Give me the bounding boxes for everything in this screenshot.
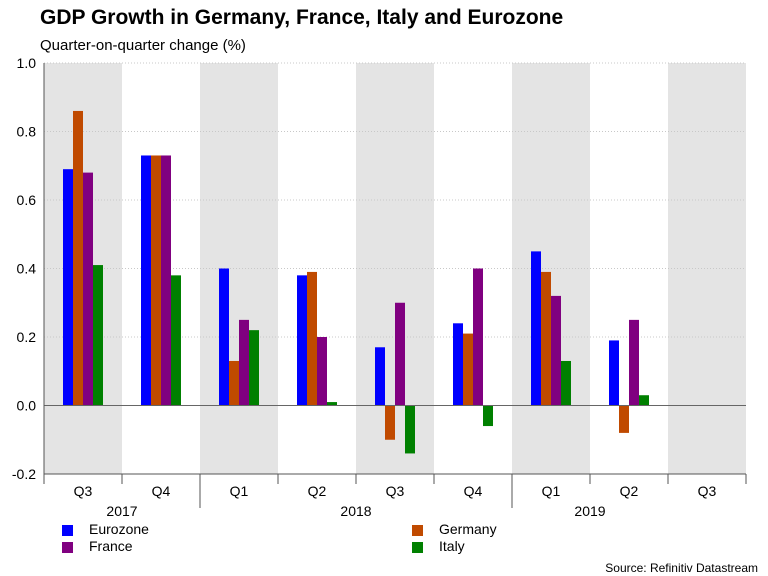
x-tick-label: Q3 — [74, 483, 93, 499]
bar-france-5 — [473, 268, 483, 406]
x-tick-label: Q3 — [386, 483, 405, 499]
bar-italy-0 — [93, 265, 103, 406]
legend-item-france: France — [62, 538, 133, 554]
x-tick-label: Q4 — [464, 483, 483, 499]
bar-italy-4 — [405, 405, 415, 454]
y-tick-label: 0.8 — [17, 124, 37, 140]
year-label: 2017 — [106, 503, 137, 519]
y-tick-label: 0.6 — [17, 192, 37, 208]
bar-eurozone-2 — [219, 268, 229, 406]
x-tick-label: Q1 — [230, 483, 249, 499]
x-tick-label: Q2 — [620, 483, 639, 499]
year-label: 2018 — [340, 503, 371, 519]
legend-swatch-germany — [412, 524, 423, 536]
bar-france-7 — [629, 319, 639, 406]
legend-swatch-italy — [412, 541, 423, 553]
bar-eurozone-4 — [375, 347, 385, 406]
legend-swatch-eurozone — [62, 524, 73, 536]
bar-germany-5 — [463, 333, 473, 406]
legend-swatch-france — [62, 541, 73, 553]
bar-germany-2 — [229, 360, 239, 406]
bar-germany-6 — [541, 271, 551, 406]
legend-label-germany: Germany — [439, 521, 497, 537]
x-tick-label: Q1 — [542, 483, 561, 499]
bar-germany-0 — [73, 110, 83, 406]
bar-italy-5 — [483, 405, 493, 427]
bar-italy-6 — [561, 360, 571, 406]
legend-label-eurozone: Eurozone — [89, 521, 149, 537]
bar-france-1 — [161, 155, 171, 406]
bar-france-3 — [317, 337, 327, 406]
bar-france-6 — [551, 295, 561, 406]
bar-eurozone-5 — [453, 323, 463, 406]
bar-eurozone-6 — [531, 251, 541, 406]
bar-france-0 — [83, 172, 93, 406]
bar-france-4 — [395, 302, 405, 406]
x-tick-label: Q3 — [698, 483, 717, 499]
y-tick-label: -0.2 — [12, 466, 36, 482]
chart-subtitle: Quarter-on-quarter change (%) — [40, 37, 246, 54]
source-note: Source: Refinitiv Datastream — [605, 561, 758, 575]
bar-germany-3 — [307, 271, 317, 406]
x-tick-label: Q2 — [308, 483, 327, 499]
y-tick-label: 0.4 — [17, 261, 37, 277]
legend-label-italy: Italy — [439, 538, 465, 554]
bar-italy-7 — [639, 395, 649, 406]
legend-item-eurozone: Eurozone — [62, 521, 149, 537]
legend-item-germany: Germany — [412, 521, 497, 537]
y-tick-label: 0.0 — [17, 398, 37, 414]
bar-eurozone-1 — [141, 155, 151, 406]
legend-item-italy: Italy — [412, 538, 465, 554]
bar-eurozone-0 — [63, 169, 73, 406]
y-tick-label: 0.2 — [17, 329, 37, 345]
bar-italy-2 — [249, 330, 259, 406]
bar-france-2 — [239, 319, 249, 406]
chart-title: GDP Growth in Germany, France, Italy and… — [40, 6, 564, 29]
bar-italy-3 — [327, 402, 337, 406]
bar-germany-1 — [151, 155, 161, 406]
bar-eurozone-3 — [297, 275, 307, 406]
bar-germany-4 — [385, 405, 395, 440]
y-tick-label: 1.0 — [17, 55, 37, 71]
bar-germany-7 — [619, 405, 629, 433]
year-label: 2019 — [574, 503, 605, 519]
bar-eurozone-7 — [609, 340, 619, 406]
bar-italy-1 — [171, 275, 181, 406]
legend-label-france: France — [89, 538, 133, 554]
x-tick-label: Q4 — [152, 483, 171, 499]
